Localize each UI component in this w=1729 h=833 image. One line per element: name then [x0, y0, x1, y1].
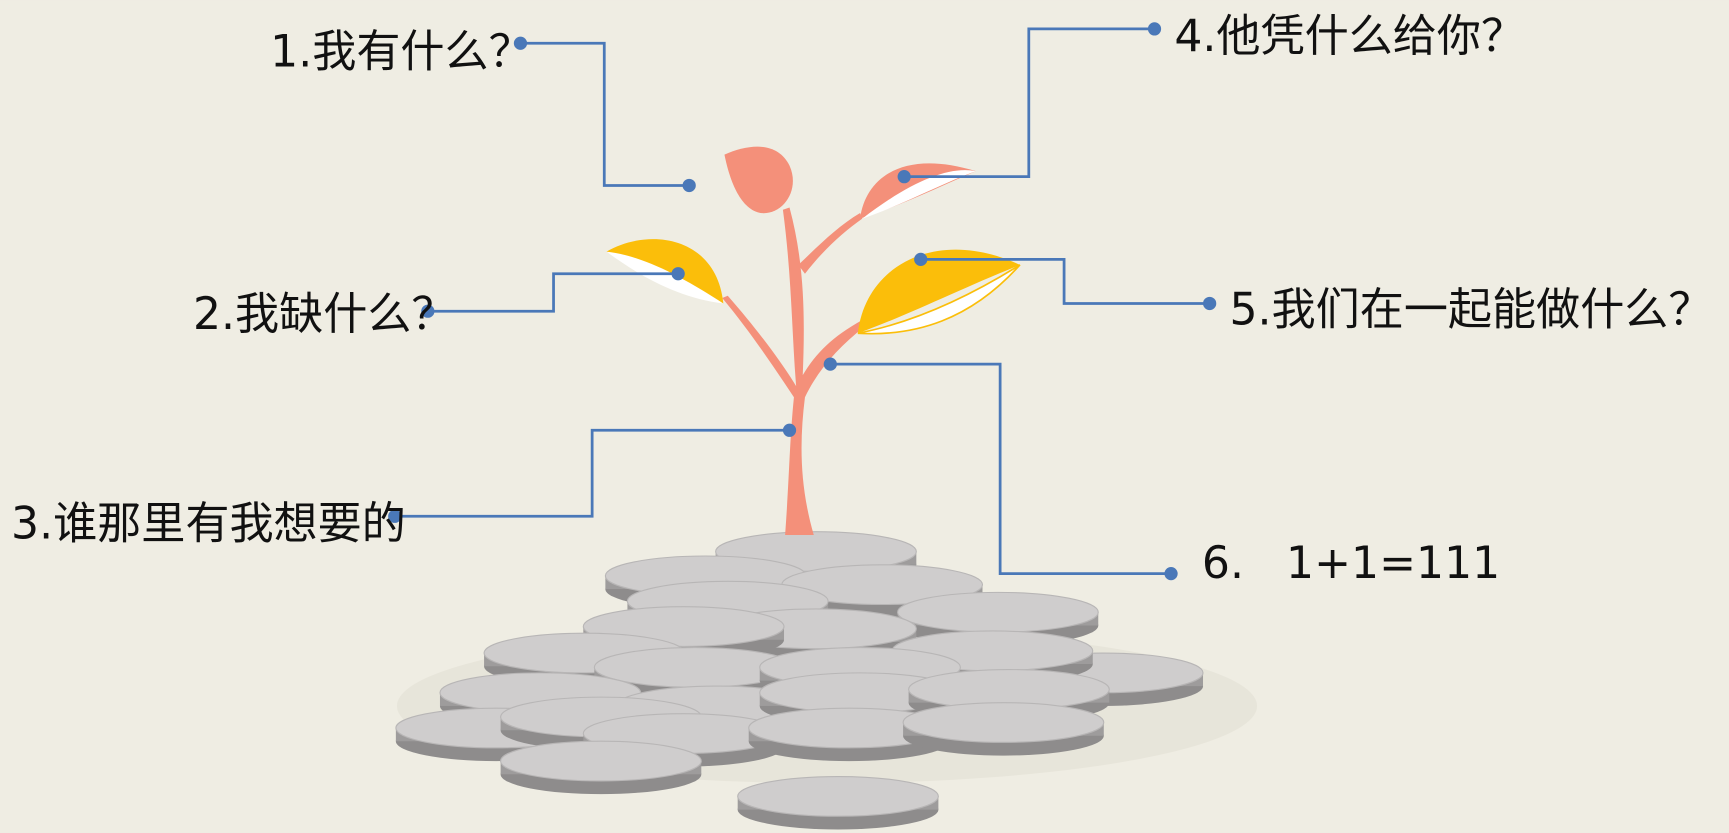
connector-dot [1203, 297, 1216, 310]
coin-part [903, 703, 1104, 743]
connector-dot [914, 253, 927, 266]
connector-dot [683, 179, 696, 192]
connector-dot [672, 267, 685, 280]
question-label: 6. 1+1=111 [1202, 538, 1500, 589]
slide: 1.我有什么？ 2.我缺什么？ 3.谁那里有我想要的 4.他凭什么给你？ 5.我… [0, 0, 1729, 833]
connector-dot [783, 424, 796, 437]
question-label: 5.我们在一起能做什么？ [1229, 284, 1712, 335]
question-label: 3.谁那里有我想要的 [11, 498, 406, 549]
coin-part [501, 741, 702, 781]
connector-dot [1148, 22, 1161, 35]
question-label: 2.我缺什么？ [193, 289, 456, 340]
question-label: 4.他凭什么给你？ [1174, 11, 1525, 62]
connector-dot [824, 358, 837, 371]
coin-part [898, 592, 1099, 632]
question-label: 1.我有什么？ [270, 26, 533, 77]
page: {"labels": ["1.我有什么？", "2.我缺什么？", "3.谁那里… [0, 0, 1729, 833]
connector-dot [898, 170, 911, 183]
connector-dot [1164, 567, 1177, 580]
coin-part [738, 777, 939, 817]
